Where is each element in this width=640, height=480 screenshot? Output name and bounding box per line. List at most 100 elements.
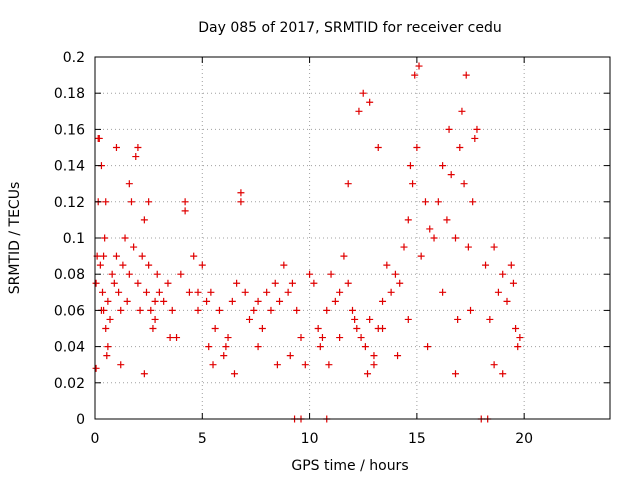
data-point	[514, 343, 522, 351]
data-point	[409, 180, 417, 188]
data-point	[181, 207, 189, 215]
y-tick-label: 0.02	[54, 376, 85, 392]
data-point	[103, 352, 111, 360]
data-point	[121, 234, 129, 242]
data-point	[140, 216, 148, 224]
data-point	[134, 144, 142, 151]
data-point	[499, 270, 507, 278]
y-axis-label: SRMTID / TECUs	[7, 182, 23, 295]
data-point	[104, 297, 112, 305]
x-tick-label: 15	[408, 431, 426, 447]
data-point	[366, 315, 374, 323]
data-point	[327, 270, 335, 278]
y-tick-label: 0.16	[54, 122, 85, 138]
data-point	[130, 243, 138, 251]
data-point	[297, 334, 305, 342]
data-point	[145, 198, 153, 206]
data-point	[490, 243, 498, 251]
data-point	[160, 297, 168, 305]
data-point	[374, 144, 382, 151]
data-point	[469, 198, 477, 206]
data-point	[323, 306, 331, 314]
y-tick-label: 0.14	[54, 159, 85, 175]
data-point	[151, 315, 159, 323]
data-point	[155, 288, 163, 296]
data-point	[499, 370, 507, 378]
data-point	[288, 279, 296, 287]
data-point	[233, 279, 241, 287]
data-point	[147, 306, 155, 314]
data-point	[370, 352, 378, 360]
data-point	[443, 216, 451, 224]
data-point	[314, 325, 322, 332]
data-point	[447, 171, 455, 179]
data-point	[140, 370, 148, 378]
data-point	[173, 334, 181, 342]
data-point	[198, 261, 206, 269]
data-point	[211, 325, 219, 332]
data-point	[387, 288, 395, 296]
data-point	[353, 325, 361, 332]
data-point	[460, 180, 468, 188]
data-point	[301, 361, 309, 369]
data-point	[145, 261, 153, 269]
data-point	[445, 125, 453, 133]
data-point	[106, 315, 114, 323]
data-point	[168, 306, 176, 314]
data-point	[421, 198, 429, 206]
data-point	[400, 243, 408, 251]
data-point	[92, 279, 100, 287]
data-point	[336, 288, 344, 296]
data-point	[94, 134, 102, 142]
data-point	[138, 252, 146, 260]
y-tick-label: 0.06	[54, 303, 85, 319]
y-tick-label: 0.04	[54, 340, 85, 356]
data-point	[254, 297, 262, 305]
data-point	[404, 216, 412, 224]
data-point	[203, 297, 211, 305]
tick-layer: 0 0.02 0.04 0.06 0.08 0.1 0.12 0.14 0.16 0.18 0.2 0…	[54, 50, 610, 447]
data-point	[166, 334, 174, 342]
data-point	[503, 297, 511, 305]
data-point	[190, 252, 198, 260]
data-point	[102, 325, 110, 332]
data-point	[280, 261, 288, 269]
data-point	[230, 370, 238, 378]
data-point	[318, 334, 326, 342]
data-point	[117, 361, 125, 369]
data-point	[370, 361, 378, 369]
data-point	[205, 343, 213, 351]
data-point	[426, 225, 434, 233]
data-point	[430, 234, 438, 242]
data-point	[454, 315, 462, 323]
data-point	[271, 279, 279, 287]
data-point	[115, 288, 123, 296]
data-point	[473, 125, 481, 133]
data-point	[396, 279, 404, 287]
data-point	[366, 98, 374, 106]
data-point	[293, 306, 301, 314]
data-point	[96, 261, 104, 269]
data-point	[194, 288, 202, 296]
data-point	[325, 361, 333, 369]
data-point	[181, 198, 189, 206]
data-point	[406, 162, 414, 170]
plot-frame	[94, 56, 611, 420]
data-point	[379, 297, 387, 305]
data-point	[357, 334, 365, 342]
data-point	[359, 89, 367, 97]
data-point	[258, 325, 266, 332]
data-point	[434, 198, 442, 206]
data-point	[471, 134, 479, 142]
data-point	[112, 252, 120, 260]
data-point	[92, 364, 100, 372]
data-point	[439, 288, 447, 296]
data-point	[222, 343, 230, 351]
y-tick-label: 0.18	[54, 86, 85, 102]
data-point	[467, 306, 475, 314]
data-point	[286, 352, 294, 360]
data-point	[125, 270, 133, 278]
data-point	[136, 306, 144, 314]
data-point	[340, 252, 348, 260]
